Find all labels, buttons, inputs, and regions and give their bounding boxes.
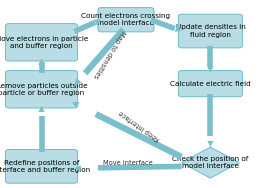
Text: Count electrons crossing
model interface: Count electrons crossing model interface — [81, 13, 170, 27]
Text: Keep interface: Keep interface — [119, 109, 161, 142]
FancyBboxPatch shape — [98, 8, 154, 32]
Text: Calculate electric field: Calculate electric field — [170, 81, 251, 87]
Text: Remove particles outside
particle or buffer region: Remove particles outside particle or buf… — [0, 83, 87, 96]
FancyBboxPatch shape — [178, 14, 242, 48]
Text: Redefine positions of
interface and buffer region: Redefine positions of interface and buff… — [0, 160, 90, 173]
FancyBboxPatch shape — [178, 70, 242, 97]
Text: Update densities in
fluid region: Update densities in fluid region — [176, 24, 245, 38]
Polygon shape — [182, 147, 239, 178]
Text: Move electrons in particle
and buffer region: Move electrons in particle and buffer re… — [0, 36, 88, 49]
FancyBboxPatch shape — [5, 150, 78, 183]
Text: Check the position of
model interface: Check the position of model interface — [172, 156, 248, 169]
FancyBboxPatch shape — [5, 24, 78, 61]
Text: Move interface: Move interface — [103, 160, 153, 166]
Text: Map to densities: Map to densities — [92, 29, 126, 79]
FancyBboxPatch shape — [5, 71, 78, 108]
